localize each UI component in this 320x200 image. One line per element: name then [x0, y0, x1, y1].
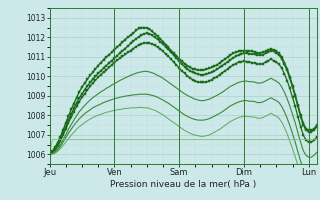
X-axis label: Pression niveau de la mer( hPa ): Pression niveau de la mer( hPa ) [110, 180, 256, 189]
